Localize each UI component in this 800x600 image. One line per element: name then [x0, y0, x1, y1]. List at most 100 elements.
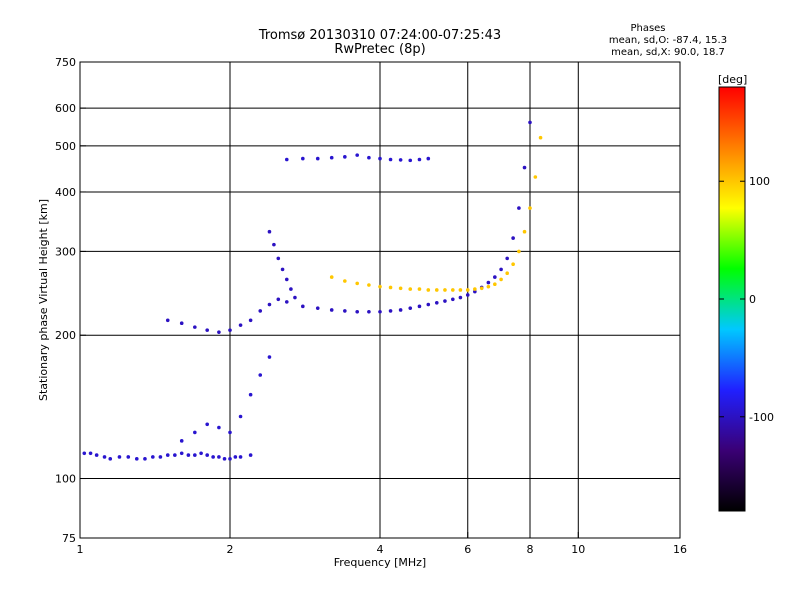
- data-point: [343, 279, 347, 283]
- data-point: [465, 293, 470, 297]
- y-tick-label: 200: [55, 329, 76, 342]
- y-tick-label: 750: [55, 56, 76, 69]
- data-point: [378, 284, 382, 289]
- colorbar-label: [deg]: [718, 73, 747, 86]
- data-point: [193, 453, 197, 457]
- data-point: [228, 457, 232, 461]
- x-tick-label: 4: [377, 543, 384, 556]
- data-point: [143, 457, 147, 461]
- data-point: [434, 288, 439, 292]
- data-point: [378, 156, 382, 161]
- data-point: [329, 308, 334, 312]
- data-point: [458, 295, 463, 300]
- data-point: [276, 256, 281, 261]
- y-tick-label: 300: [55, 245, 76, 258]
- data-point: [505, 271, 509, 276]
- x-axis-label: Frequency [MHz]: [334, 556, 426, 569]
- axis-ticks: 1 2 4 6 8 10 16 75 100 200 300 400 500 600 750: [55, 56, 687, 556]
- data-point: [205, 453, 209, 457]
- data-point: [343, 309, 347, 313]
- y-tick-label: 600: [55, 102, 76, 115]
- data-point: [165, 453, 170, 457]
- data-point: [186, 453, 191, 457]
- data-point: [355, 153, 359, 157]
- data-point: [134, 457, 139, 461]
- data-point: [94, 453, 99, 457]
- chart-title: Tromsø 20130310 07:24:00-07:25:43: [258, 28, 501, 43]
- colorbar-tick-label: -100: [749, 411, 774, 424]
- data-point: [158, 455, 163, 459]
- data-point: [451, 297, 455, 302]
- data-point: [238, 455, 243, 459]
- data-point: [267, 302, 272, 307]
- data-point: [493, 275, 497, 279]
- data-point: [388, 309, 393, 313]
- data-point: [458, 288, 463, 292]
- data-point: [499, 267, 503, 272]
- data-point: [102, 455, 107, 459]
- data-point: [398, 158, 403, 162]
- colorbar-ticks: 100 0 -100: [719, 175, 774, 424]
- data-point: [388, 157, 393, 162]
- y-axis-label: Stationary phase Virtual Height [km]: [37, 199, 50, 401]
- data-point: [417, 157, 422, 162]
- data-point: [408, 287, 413, 291]
- data-point: [233, 455, 238, 459]
- y-tick-label: 100: [55, 473, 76, 486]
- data-point: [355, 310, 359, 314]
- phases-o-stats: mean, sd,O: -87.4, 15.3: [609, 35, 727, 46]
- data-point: [301, 304, 305, 309]
- phases-x-stats: mean, sd,X: 90.0, 18.7: [611, 47, 725, 58]
- data-point: [238, 414, 243, 419]
- data-point: [205, 328, 209, 332]
- data-point: [505, 256, 509, 261]
- data-point: [165, 318, 170, 323]
- data-point: [205, 422, 209, 427]
- x-tick-label: 8: [527, 543, 534, 556]
- data-point: [355, 281, 359, 286]
- colorbar-tick-label: 0: [749, 293, 756, 306]
- data-point: [280, 267, 285, 272]
- data-point: [434, 300, 439, 305]
- data-point: [267, 355, 272, 359]
- data-point: [398, 308, 403, 312]
- data-point: [211, 455, 215, 459]
- data-point: [272, 242, 276, 247]
- data-point: [511, 236, 515, 240]
- data-point: [408, 306, 413, 310]
- data-point: [533, 175, 538, 179]
- data-point: [284, 277, 289, 282]
- data-point: [217, 330, 221, 334]
- data-point: [378, 310, 382, 314]
- data-point: [473, 289, 477, 294]
- x-tick-label: 1: [77, 543, 84, 556]
- data-point: [511, 262, 515, 267]
- data-point: [193, 430, 197, 435]
- data-point: [499, 277, 503, 282]
- grid-layer: [80, 62, 680, 538]
- data-point: [451, 288, 455, 292]
- data-point: [388, 285, 393, 290]
- data-point: [293, 295, 297, 300]
- data-point: [173, 453, 177, 457]
- data-point: [301, 156, 305, 161]
- data-point: [179, 439, 184, 443]
- data-point: [528, 206, 532, 210]
- data-point: [248, 318, 253, 323]
- data-point: [267, 229, 272, 234]
- data-point: [465, 288, 470, 292]
- data-point: [284, 300, 289, 304]
- data-points: [82, 120, 543, 461]
- data-point: [538, 135, 543, 140]
- data-point: [289, 287, 293, 291]
- data-point: [417, 304, 422, 309]
- phases-heading: Phases: [630, 23, 665, 34]
- data-point: [193, 325, 197, 329]
- data-point: [408, 158, 413, 163]
- x-tick-label: 10: [571, 543, 585, 556]
- data-point: [82, 451, 87, 456]
- data-point: [522, 229, 527, 234]
- data-point: [238, 323, 243, 327]
- data-point: [258, 309, 263, 313]
